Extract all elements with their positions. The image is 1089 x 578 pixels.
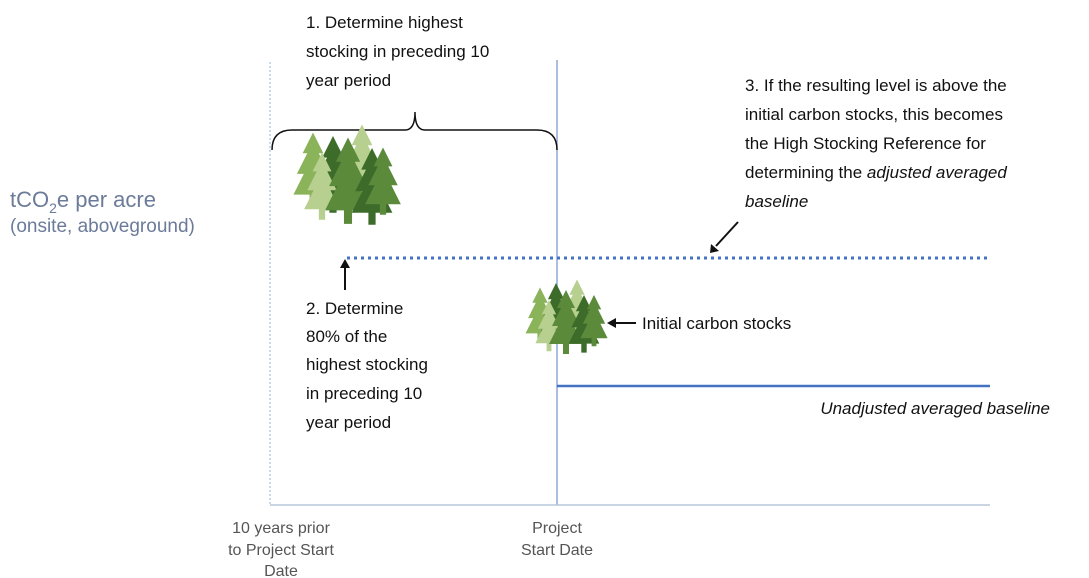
brace (271, 111, 558, 151)
baseline-label: Unadjusted averaged baseline (820, 399, 1050, 418)
step1-text: 1. Determine highest stocking in precedi… (306, 13, 489, 90)
text-line: stocking in preceding 10 (306, 42, 489, 61)
text-line: year period (306, 71, 391, 90)
text-line: 80% of the (306, 327, 387, 346)
text-line: determining the adjusted averaged (745, 163, 1007, 182)
x-label: 10 years prior (232, 520, 330, 537)
text-line: baseline (745, 192, 808, 211)
x-label: Start Date (521, 542, 593, 559)
x-label: Project (532, 520, 582, 537)
text-line: 1. Determine highest (306, 13, 463, 32)
initial-label: Initial carbon stocks (642, 314, 791, 333)
text-line: initial carbon stocks, this becomes (745, 105, 1003, 124)
step2-text: 2. Determine 80% of the highest stocking… (306, 299, 428, 432)
text-line: 3. If the resulting level is above the (745, 76, 1007, 95)
text-line: the High Stocking Reference for (745, 134, 986, 153)
text-line: highest stocking (306, 355, 428, 374)
text-line: in preceding 10 (306, 384, 422, 403)
y-axis-label: tCO2e per acre (10, 187, 156, 216)
arrows (340, 221, 739, 328)
x-label: to Project Start (228, 542, 334, 559)
tree-cluster-small (525, 279, 608, 354)
text-line: 2. Determine (306, 299, 403, 318)
x-label: Date (264, 563, 298, 578)
text-line: year period (306, 413, 391, 432)
y-axis-sublabel: (onsite, aboveground) (10, 216, 195, 237)
tree-cluster-large (293, 124, 401, 225)
step3-text: 3. If the resulting level is above the i… (745, 76, 1007, 211)
